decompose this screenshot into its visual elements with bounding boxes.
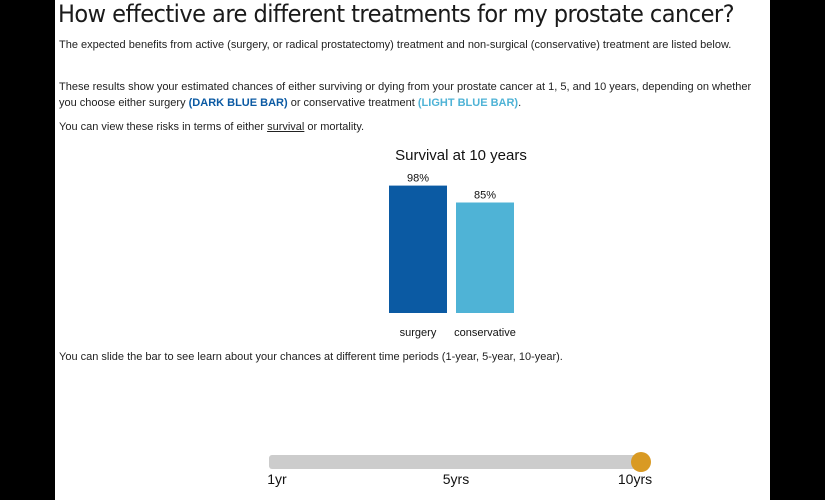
p1-text-a: The expected benefits from: [59, 39, 196, 51]
page-title: How effective are different treatments f…: [58, 0, 735, 28]
time-slider-handle[interactable]: [631, 452, 651, 472]
slider-tick-1yr[interactable]: 1yr: [267, 471, 287, 487]
intro-paragraph-1: The expected benefits from active (surge…: [59, 37, 764, 53]
survival-link[interactable]: survival: [267, 121, 305, 133]
dark-blue-bar-label: (DARK BLUE BAR): [188, 97, 288, 109]
page: How effective are different treatments f…: [55, 0, 770, 500]
p1-text-b: active (surgery, or radical prostatectom…: [195, 39, 650, 51]
p2-text-a: These results show your estimated chance…: [59, 81, 752, 109]
category-label-conservative: conservative: [454, 327, 516, 339]
value-label-conservative: 85%: [474, 190, 496, 202]
intro-paragraph-2: These results show your estimated chance…: [59, 79, 764, 111]
time-slider-track[interactable]: [269, 455, 643, 469]
p3-text-b: or mortality.: [304, 121, 365, 133]
bar-surgery: [389, 185, 447, 313]
p2-text-b: or conservative treatment: [287, 97, 418, 109]
chart-title: Survival at 10 years: [395, 147, 527, 164]
intro-paragraph-3: You can view these risks in terms of eit…: [59, 119, 764, 135]
value-label-surgery: 98%: [407, 173, 429, 185]
p2-text-c: .: [518, 97, 522, 109]
survival-bar-chart: 98% surgery 85% conservative: [389, 173, 516, 339]
light-blue-bar-label: (LIGHT BLUE BAR): [417, 97, 519, 109]
bar-conservative: [456, 202, 514, 313]
category-label-surgery: surgery: [400, 327, 437, 339]
slider-tick-10yrs[interactable]: 10yrs: [617, 471, 653, 487]
slider-tick-5yrs[interactable]: 5yrs: [442, 471, 470, 487]
p3-text-a: You can view these risks in terms of eit…: [59, 121, 268, 133]
slider-instructions: You can slide the bar to see learn about…: [59, 351, 563, 363]
p1-text-c: are listed below.: [649, 39, 732, 51]
